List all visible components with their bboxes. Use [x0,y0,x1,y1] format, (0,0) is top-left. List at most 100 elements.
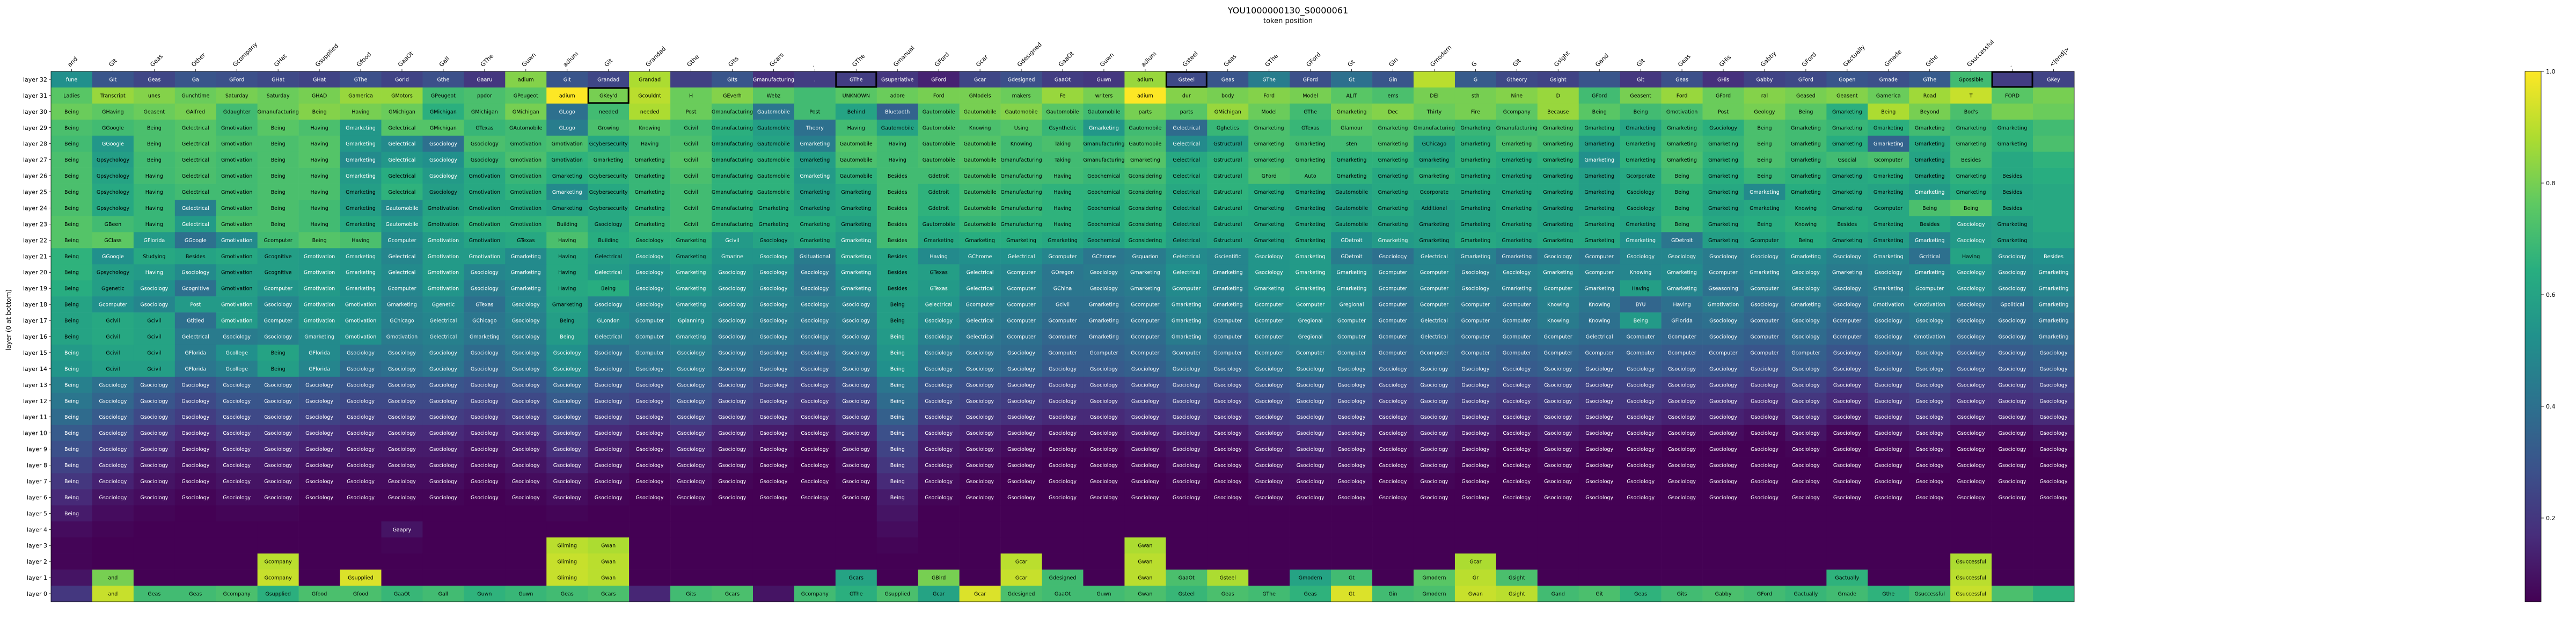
cell-label: Gmarketing [841,206,871,211]
cell-label: GChicago [1422,141,1447,147]
cell-label: Gmarketing [1089,125,1119,131]
cell-label: adore [890,93,905,99]
heatmap-cell [876,505,919,522]
cell-label: Gmarketing [1337,109,1367,115]
cell-label: Gmotivation [221,125,252,131]
cell-label: Gsociology [1461,286,1489,292]
heatmap-cell [1661,184,1703,200]
cell-label: Gmotivation [304,286,335,292]
heatmap-cell [1000,119,1042,136]
cell-label: Gsociology [140,398,168,404]
cell-label: Gsociology [636,398,664,404]
heatmap-cell [1207,537,1249,554]
heatmap-cell [752,200,795,216]
heatmap-cell [1868,184,1909,200]
heatmap-cell [1537,216,1579,232]
heatmap-cell [1744,553,1785,570]
cell-label: Gmarketing [635,173,665,179]
cell-label: Gcivil [684,173,698,179]
cell-label: Gmarketing [511,270,541,276]
heatmap-cell [1124,232,1166,249]
cell-label: Gsociology [471,447,499,453]
x-tick-label: GThe [1264,53,1280,69]
cell-label: Gsupplied [348,575,374,581]
cell-label: Gmarketing [1791,302,1821,308]
cell-label: Gcomputer [1833,334,1861,340]
cell-label: Gsociology [1461,447,1489,453]
cell-label: Gstructural [1213,238,1242,244]
heatmap-cell [464,200,506,216]
cell-label: GHat [272,77,284,83]
cell-label: Besides [2002,189,2022,195]
heatmap-cell [1868,167,1909,184]
cell-label: Gsociology [1297,431,1324,436]
cell-label: Gsociology [264,479,292,485]
cell-label: GTexas [475,302,493,308]
cell-label: Being [64,431,79,436]
heatmap-cell [1620,537,1662,554]
cell-label: Gsociology [2040,398,2068,404]
heatmap-cell [381,216,423,232]
heatmap-cell [1909,553,1951,570]
cell-label: Gsociology [1627,495,1655,501]
heatmap-cell [340,521,382,538]
cell-label: Gcomputer [1750,350,1779,356]
cell-label: Gsociology [1007,431,1035,436]
heatmap-cell [1454,87,1497,104]
cell-label: Gsociology [1338,463,1366,469]
heatmap-cell [92,151,134,168]
heatmap-cell [216,570,258,586]
heatmap-cell [794,264,836,281]
heatmap-cell [1454,167,1497,184]
cell-label: Gcouldnt [638,93,661,99]
cell-label: Gdetroit [928,189,949,195]
cell-label: Gmarketing [841,286,871,292]
heatmap-cell [959,216,1001,232]
heatmap-cell [588,119,630,136]
cell-label: Gsociology [1668,447,1696,453]
cell-label: GLogo [559,125,575,131]
cell-label: Gsociology [1379,479,1407,485]
cell-label: Git [1637,77,1644,83]
heatmap-cell [1166,103,1208,120]
cell-label: Gmarketing [1791,254,1821,260]
cell-label: Being [1675,222,1689,228]
cell-label: Gmarketing [1130,157,1160,163]
cell-label: Gcomputer [1503,302,1531,308]
cell-label: Gsociology [1338,495,1366,501]
cell-label: Gcomputer [1667,350,1696,356]
cell-label: Gsociology [512,495,540,501]
cell-label: Gcompany [801,592,829,597]
heatmap-cell [174,553,217,570]
heatmap-cell [1992,135,2033,152]
cell-label: unes [148,93,160,99]
cell-label: Gsociology [842,463,870,469]
heatmap-cell [876,87,919,104]
cell-label: Gsociology [1999,414,2026,420]
cell-label: Gmotivation [221,254,252,260]
heatmap-cell [794,248,836,265]
heatmap-cell [1537,135,1579,152]
cell-label: Gdesigned [1008,592,1035,597]
heatmap-cell [1950,87,1992,104]
heatmap-cell [174,570,217,586]
heatmap-cell [835,87,877,104]
cell-label: Gsociology [1049,414,1077,420]
cell-label: Being [1798,109,1813,115]
cell-label: Gcar [1015,575,1027,581]
cell-label: Gconsidering [1129,173,1162,179]
cell-label: Gsociology [677,495,705,501]
heatmap-cell [629,200,671,216]
heatmap-cell [1248,87,1290,104]
heatmap-cell [381,200,423,216]
cell-label: Gtheory [1506,77,1527,83]
heatmap-cell [1868,135,1909,152]
cell-label: Gsociology [140,286,168,292]
cell-label: Gmarketing [965,238,995,244]
heatmap-cell [1124,521,1166,538]
cell-label: Gsociology [1833,398,1861,404]
heatmap-cell [752,570,795,586]
heatmap-cell [794,537,836,554]
heatmap-cell [1909,248,1951,265]
cell-label: GPeugeot [431,93,456,99]
